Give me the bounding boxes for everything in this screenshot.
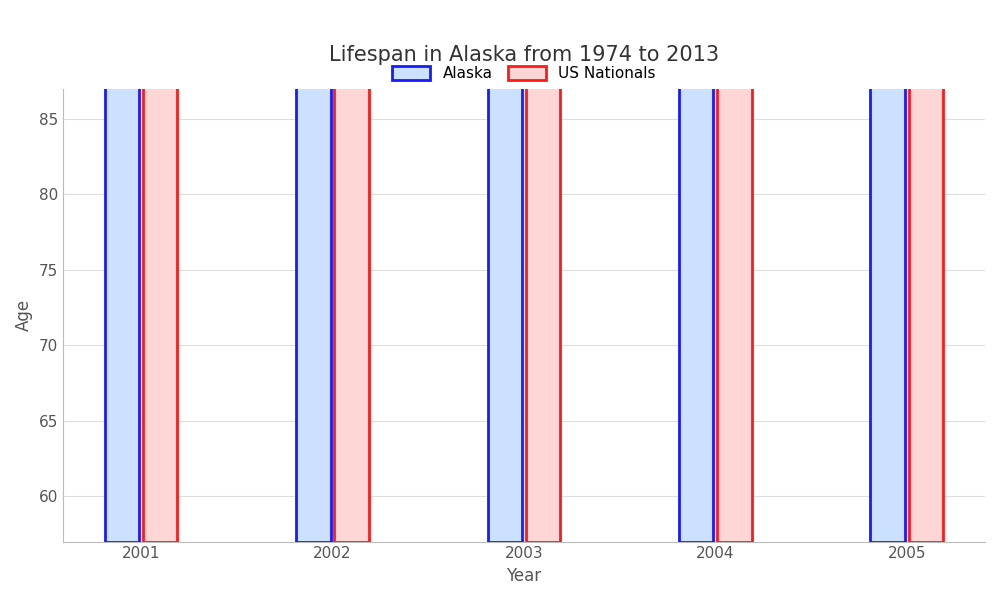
X-axis label: Year: Year bbox=[506, 567, 541, 585]
Bar bbox=[334, 0, 369, 542]
Bar bbox=[296, 0, 331, 542]
Y-axis label: Age: Age bbox=[15, 299, 33, 331]
Bar bbox=[870, 0, 905, 542]
Bar bbox=[526, 0, 560, 542]
Bar bbox=[717, 0, 752, 542]
Bar bbox=[143, 0, 177, 542]
Bar bbox=[679, 0, 713, 542]
Bar bbox=[909, 0, 943, 542]
Bar bbox=[488, 0, 522, 542]
Legend: Alaska, US Nationals: Alaska, US Nationals bbox=[386, 60, 662, 88]
Bar bbox=[105, 0, 139, 542]
Title: Lifespan in Alaska from 1974 to 2013: Lifespan in Alaska from 1974 to 2013 bbox=[329, 45, 719, 65]
